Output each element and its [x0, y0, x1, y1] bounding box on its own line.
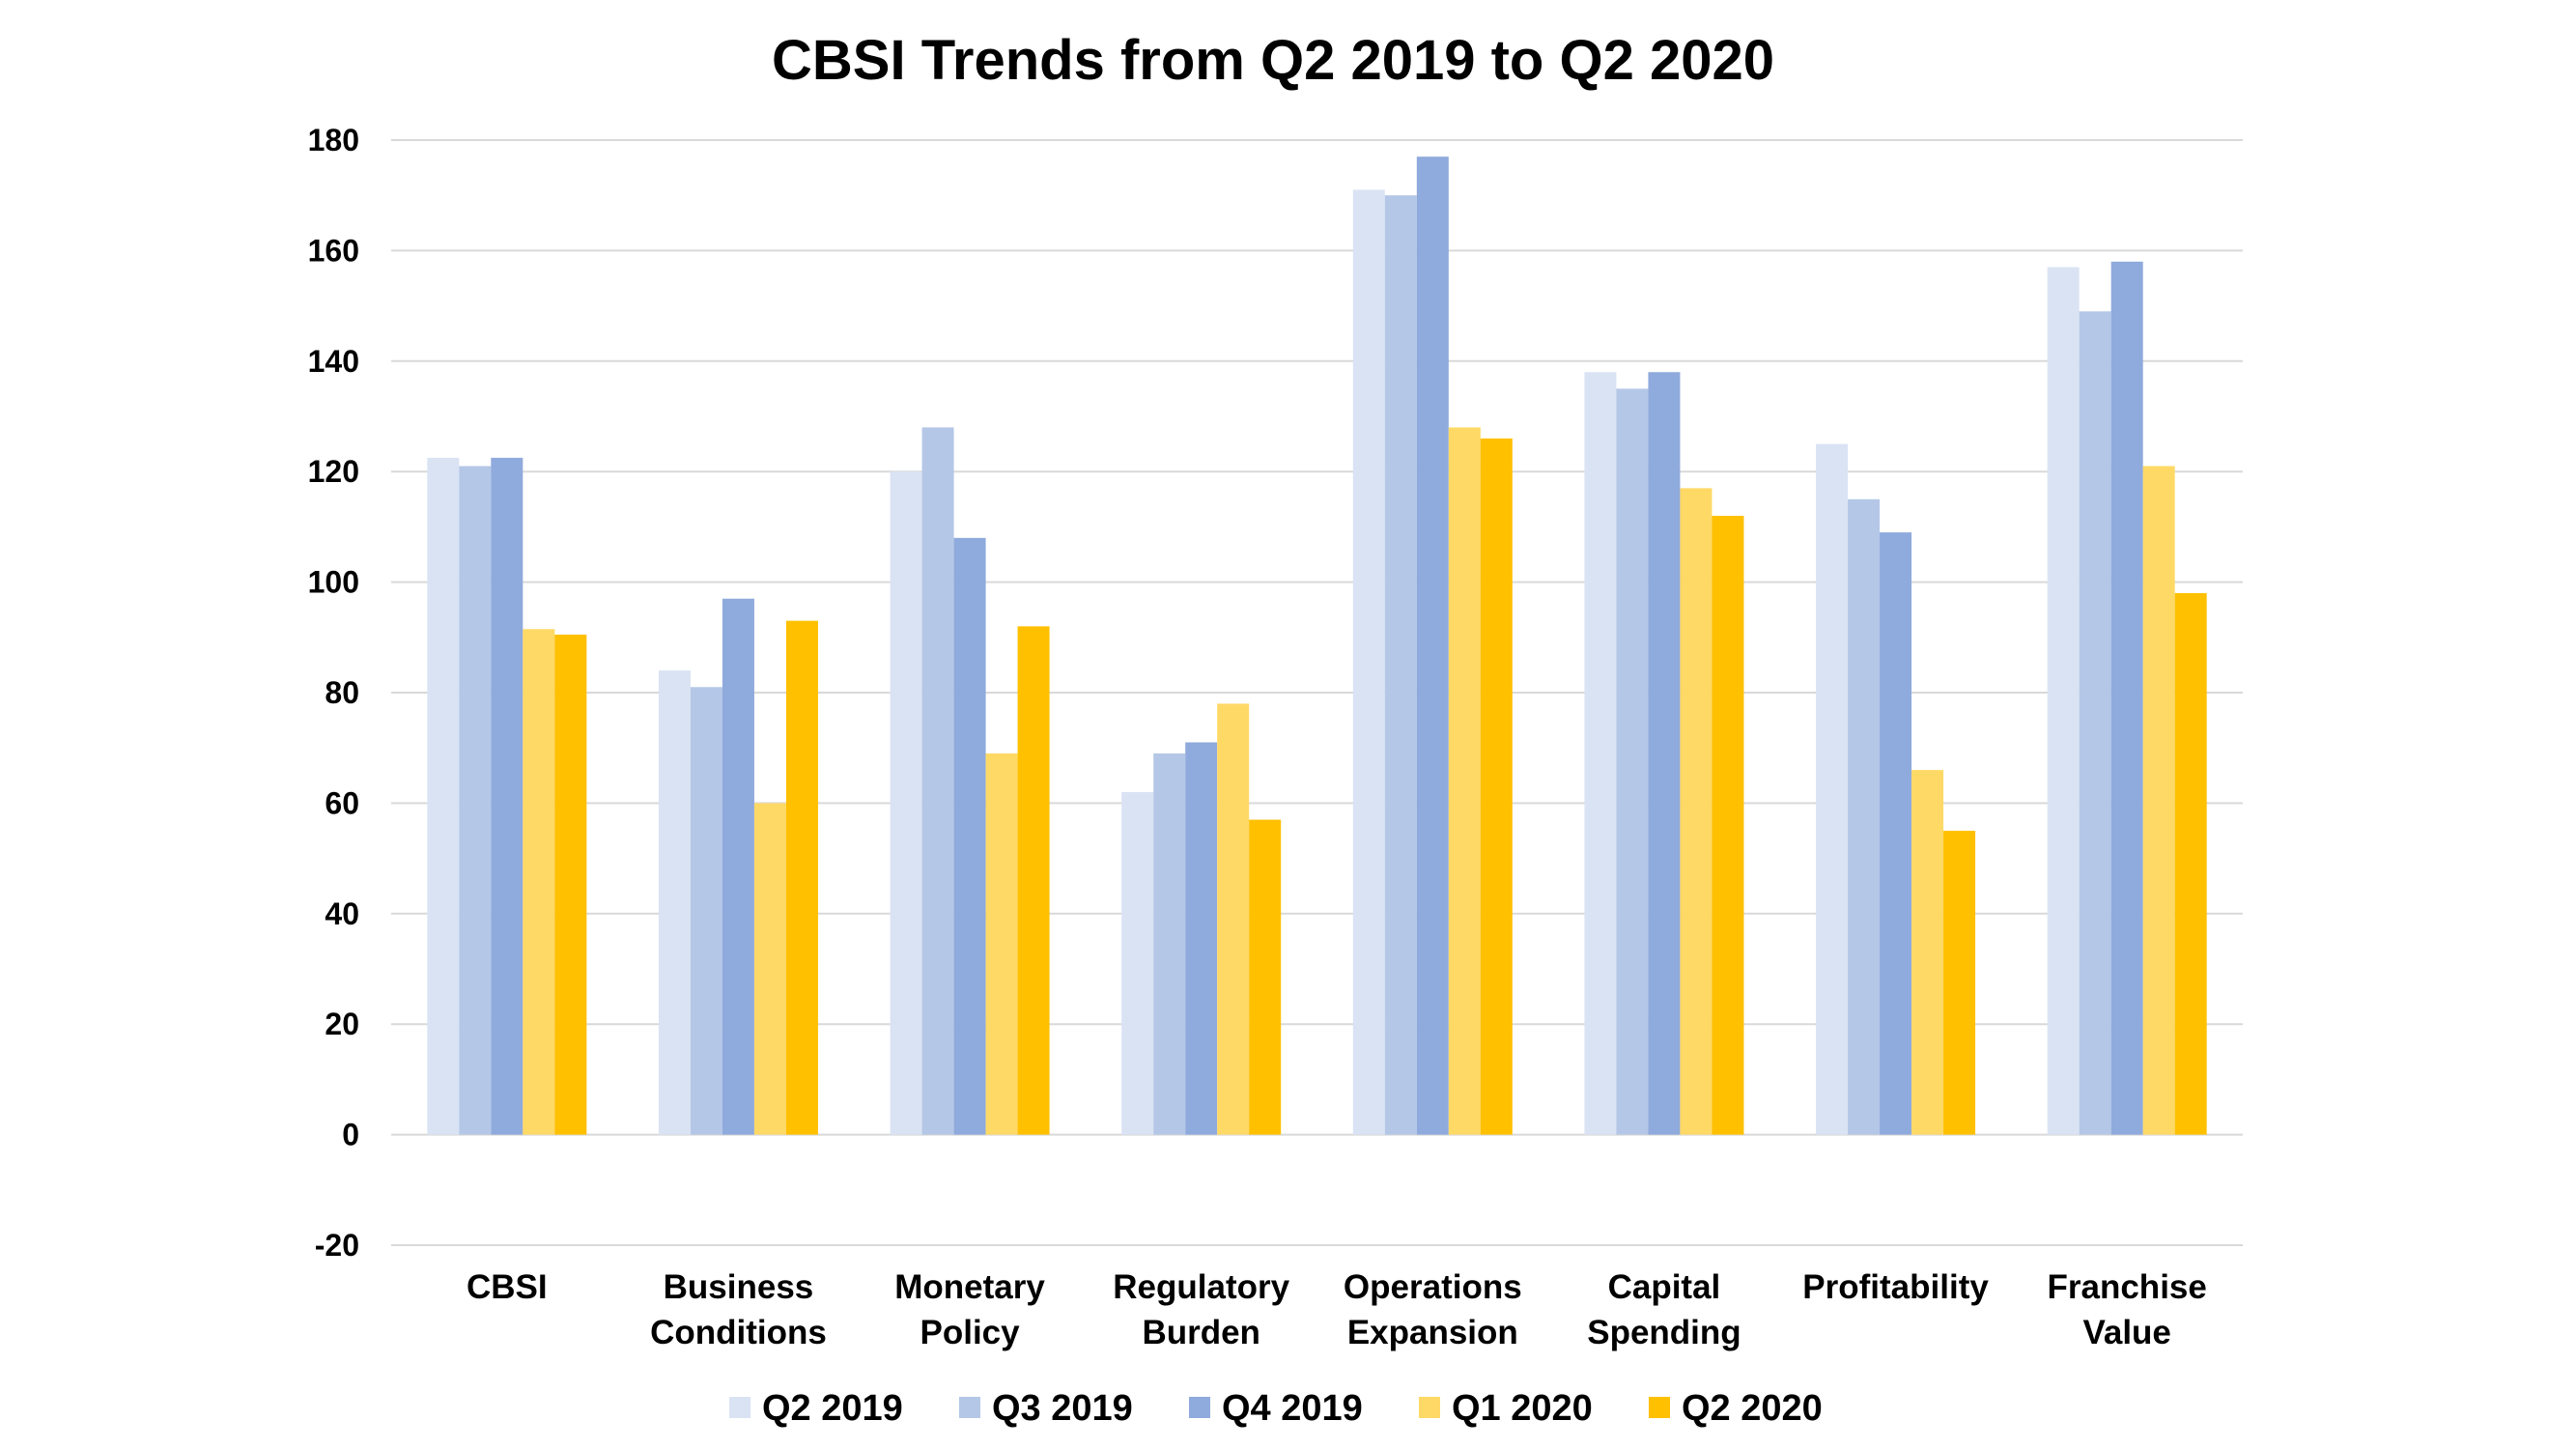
legend-swatch [1419, 1397, 1440, 1418]
x-tick-label: Spending [1587, 1314, 1741, 1351]
y-tick-label: 40 [325, 896, 359, 931]
x-tick-label: Regulatory [1113, 1268, 1289, 1306]
bar [658, 670, 691, 1135]
bar [753, 803, 786, 1135]
x-tick-label: Monetary [894, 1268, 1045, 1306]
bar [1217, 703, 1250, 1135]
bar [953, 537, 986, 1135]
legend-swatch [959, 1397, 980, 1418]
bar [1017, 626, 1050, 1135]
x-tick-label: Operations [1344, 1268, 1522, 1306]
y-axis-ticks: -20 0 20 40 60 80 100 120 140 160 180 [308, 123, 359, 1263]
bar [690, 687, 722, 1135]
x-tick-label: Expansion [1347, 1314, 1518, 1351]
y-tick-label: 140 [308, 344, 359, 379]
bar [985, 753, 1018, 1135]
bar [2047, 267, 2080, 1135]
bar [1584, 372, 1617, 1135]
y-tick-label: -20 [315, 1228, 359, 1263]
bar [491, 457, 524, 1135]
bar [1816, 443, 1849, 1135]
y-tick-label: 180 [308, 123, 359, 157]
x-tick-label: Policy [920, 1314, 1021, 1351]
bar [1153, 753, 1186, 1135]
x-tick-label: Capital [1608, 1268, 1721, 1306]
legend-label: Q3 2019 [992, 1388, 1133, 1429]
bar [1249, 819, 1282, 1135]
bar [1943, 831, 1976, 1135]
legend-swatch [1189, 1397, 1210, 1418]
bar [2079, 311, 2111, 1135]
x-tick-label: Conditions [650, 1314, 827, 1351]
legend-label: Q2 2020 [1682, 1388, 1823, 1429]
legend-label: Q2 2019 [762, 1388, 903, 1429]
legend-label: Q1 2020 [1452, 1388, 1593, 1429]
bar [459, 466, 492, 1135]
bar [427, 457, 460, 1135]
legend: Q2 2019 Q3 2019 Q4 2019 Q1 2020 Q2 2020 [729, 1388, 1823, 1429]
bars [427, 156, 2207, 1135]
bar [1680, 488, 1713, 1135]
legend-label: Q4 2019 [1222, 1388, 1363, 1429]
x-axis-categories: CBSI Business Conditions Monetary Policy Regu… [467, 1268, 2207, 1351]
bar [1352, 189, 1385, 1135]
bar [1848, 498, 1881, 1135]
bar [1480, 438, 1513, 1135]
bar [1648, 372, 1681, 1135]
bar [523, 629, 555, 1135]
bar [1911, 770, 1944, 1135]
y-tick-label: 60 [325, 785, 359, 820]
bar [722, 598, 754, 1135]
bar [890, 471, 922, 1135]
y-tick-label: 160 [308, 233, 359, 268]
y-tick-label: 0 [342, 1118, 359, 1152]
x-tick-label: Value [2082, 1314, 2170, 1351]
bar [2142, 466, 2175, 1135]
bar [1416, 156, 1449, 1135]
bar [1880, 532, 1912, 1135]
x-tick-label: Burden [1142, 1314, 1260, 1351]
chart-title: CBSI Trends from Q2 2019 to Q2 2020 [772, 29, 1774, 92]
x-tick-label: CBSI [467, 1268, 548, 1306]
x-tick-label: Business [664, 1268, 814, 1306]
y-tick-label: 100 [308, 565, 359, 600]
y-tick-label: 120 [308, 454, 359, 489]
bar [1616, 388, 1649, 1135]
bar [1185, 742, 1218, 1135]
bar [921, 427, 954, 1135]
y-tick-label: 80 [325, 675, 359, 710]
bar [554, 634, 587, 1135]
bar [785, 620, 818, 1135]
bar [1448, 427, 1481, 1135]
bar [1712, 515, 1744, 1135]
x-tick-label: Profitability [1802, 1268, 1989, 1306]
y-tick-label: 20 [325, 1007, 359, 1041]
bar [2174, 593, 2207, 1135]
x-tick-label: Franchise [2048, 1268, 2207, 1306]
bar [1121, 791, 1154, 1135]
legend-swatch [729, 1397, 750, 1418]
bar [1384, 195, 1417, 1135]
bar [2110, 261, 2143, 1135]
legend-swatch [1649, 1397, 1670, 1418]
